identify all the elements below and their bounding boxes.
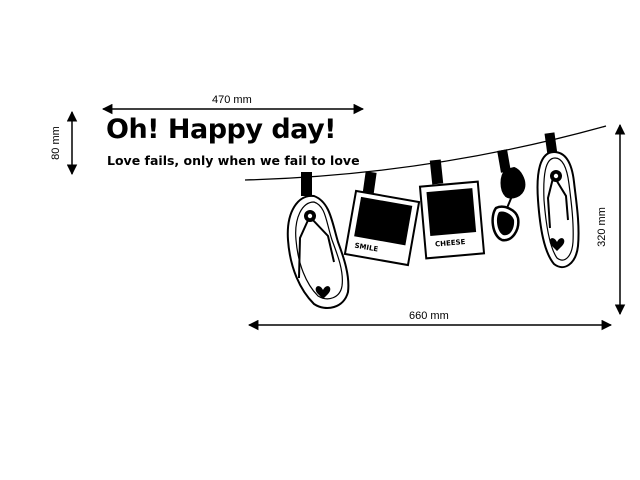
- page-subtitle: Love fails, only when we fail to love: [107, 153, 360, 168]
- sunglasses-icon: [491, 149, 526, 242]
- dimension-label-line-height: 320 mm: [595, 207, 608, 247]
- dimension-label-text-height: 80 mm: [49, 126, 62, 160]
- page-title: Oh! Happy day!: [106, 114, 337, 145]
- flip-flop-left-icon: [286, 172, 350, 309]
- photo-caption-cheese: CHEESE: [435, 238, 466, 249]
- dimension-label-line-width: 660 mm: [409, 310, 449, 322]
- photo-frame-left: SMILE: [343, 171, 421, 267]
- flip-flop-right-icon: [536, 132, 580, 269]
- photo-frame-right: CHEESE: [418, 159, 486, 260]
- clothesline: [244, 125, 607, 181]
- dimension-label-text-width: 470 mm: [212, 94, 252, 106]
